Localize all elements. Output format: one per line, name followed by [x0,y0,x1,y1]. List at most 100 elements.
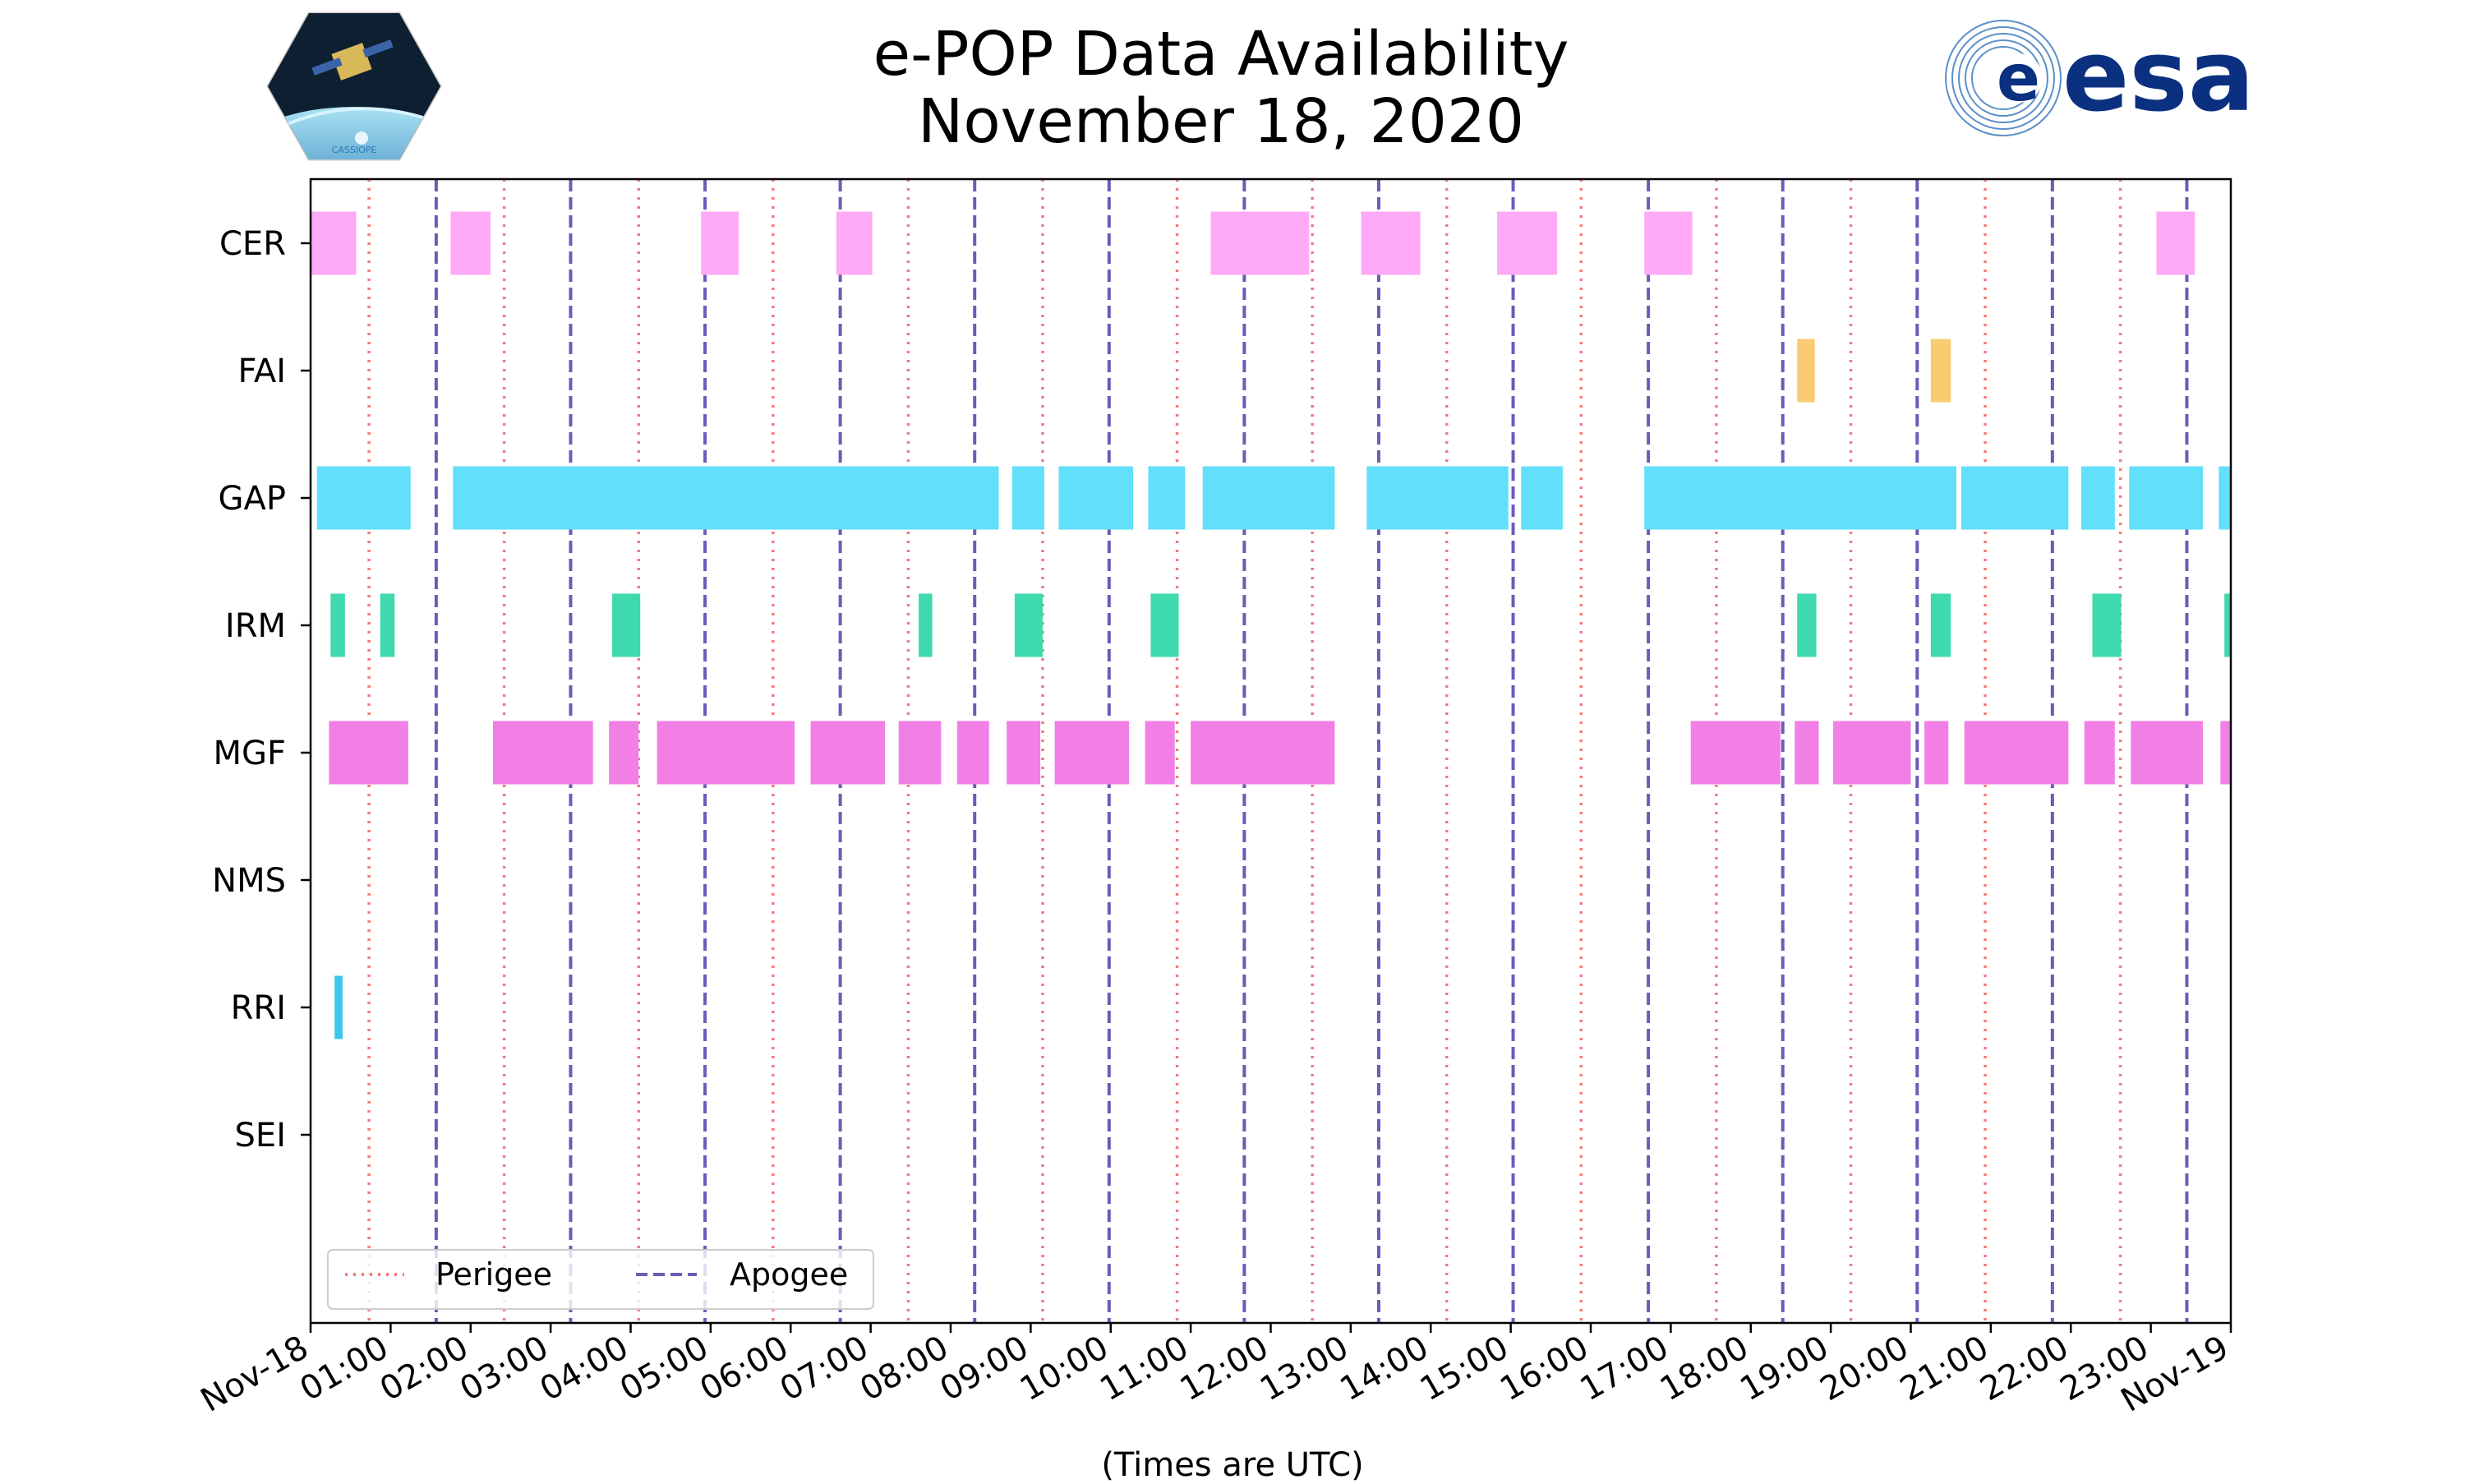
bar-irm [2092,593,2122,657]
bar-cer [1644,211,1693,275]
bar-gap [1521,466,1563,530]
bar-mgf [1964,721,2069,785]
y-tick-label: NMS [212,862,286,900]
bar-cer [836,211,873,275]
x-tick-label: 21:00 [1894,1329,1995,1408]
y-tick-label: RRI [231,989,286,1027]
x-tick-label: 01:00 [294,1329,395,1408]
bar-mgf [2131,721,2203,785]
y-tick-label: IRM [225,607,286,645]
esa-logo: e esa [1945,20,2255,136]
x-tick-label: 19:00 [1734,1329,1835,1408]
x-axis-label: (Times are UTC) [1101,1446,1364,1484]
x-tick-label: 20:00 [1814,1329,1915,1408]
bar-irm [330,593,345,657]
x-tick-label: 16:00 [1494,1329,1595,1408]
bar-mgf [1191,721,1335,785]
legend-box [327,1249,874,1310]
x-tick-label: 13:00 [1254,1329,1355,1408]
bar-mgf [956,721,989,785]
cassiope-logo-caption: CASSIOPE [332,145,377,155]
availability-bars [311,211,2231,1039]
bar-gap [2218,466,2231,530]
x-tick-label: 18:00 [1654,1329,1755,1408]
bar-irm [380,593,395,657]
bar-mgf [1054,721,1130,785]
bar-gap [2129,466,2203,530]
x-tick-label: 02:00 [374,1329,475,1408]
bar-mgf [2220,721,2231,785]
bar-gap [1202,466,1335,530]
bar-irm [1930,593,1951,657]
bar-gap [1366,466,1509,530]
x-tick-label: 05:00 [614,1329,715,1408]
bar-gap [1960,466,2069,530]
bar-mgf [1145,721,1175,785]
bar-cer [701,211,739,275]
bar-cer [1210,211,1310,275]
bar-cer [1497,211,1558,275]
x-tick-label: 17:00 [1574,1329,1675,1408]
x-tick-label: 06:00 [693,1329,795,1408]
x-tick-label: 09:00 [934,1329,1035,1408]
bar-mgf [1795,721,1819,785]
x-tick-label: 14:00 [1334,1329,1435,1408]
x-tick-label: 11:00 [1094,1329,1195,1408]
x-tick-label: 12:00 [1174,1329,1275,1408]
bar-mgf [329,721,408,785]
bar-gap [1058,466,1134,530]
x-tick-label: 07:00 [774,1329,875,1408]
bar-irm [612,593,641,657]
esa-logo-text: esa [2062,20,2255,134]
bar-cer [1361,211,1421,275]
bar-mgf [609,721,639,785]
bar-mgf [898,721,942,785]
bar-mgf [810,721,886,785]
x-axis: Nov-1801:0002:0003:0004:0005:0006:0007:0… [195,1323,2235,1420]
y-tick-label: FAI [238,353,287,390]
bar-mgf [2084,721,2115,785]
bar-fai [1797,339,1815,403]
bar-rri [334,975,343,1039]
y-axis: CER FAI GAP IRM MGF NMS RRI SEI [212,225,311,1154]
bar-gap [1011,466,1044,530]
bar-irm [1150,593,1179,657]
bar-irm [1797,593,1817,657]
bar-gap [316,466,411,530]
bar-irm [1014,593,1043,657]
x-tick-label: 08:00 [854,1329,955,1408]
bar-mgf [1007,721,1041,785]
y-tick-label: CER [219,225,286,263]
x-tick-label: 03:00 [454,1329,555,1408]
chart-subtitle: November 18, 2020 [917,86,1524,157]
legend-perigee-label: Perigee [435,1256,552,1293]
x-tick-label: 10:00 [1014,1329,1115,1408]
bar-mgf [1833,721,1911,785]
y-tick-label: MGF [213,735,286,772]
legend-apogee-label: Apogee [730,1256,848,1293]
bar-mgf [1924,721,1949,785]
bar-mgf [1690,721,1781,785]
bar-fai [1930,339,1951,403]
bar-gap [1148,466,1186,530]
bar-gap [1644,466,1957,530]
legend: Perigee Apogee [327,1249,874,1310]
y-tick-label: SEI [235,1117,286,1154]
bar-mgf [493,721,593,785]
bar-cer [311,211,357,275]
bar-cer [450,211,491,275]
bar-cer [2156,211,2195,275]
chart-title: e-POP Data Availability [873,19,1569,90]
bar-mgf [657,721,795,785]
bar-gap [453,466,999,530]
bar-gap [2080,466,2115,530]
cassiope-logo: CASSIOPE [266,12,442,161]
y-tick-label: GAP [219,480,286,518]
esa-logo-e: e [1997,42,2040,116]
x-tick-label: 15:00 [1414,1329,1515,1408]
bar-irm [2224,593,2231,657]
bar-irm [919,593,933,657]
x-tick-label: 22:00 [1974,1329,2075,1408]
x-tick-label: 04:00 [534,1329,635,1408]
